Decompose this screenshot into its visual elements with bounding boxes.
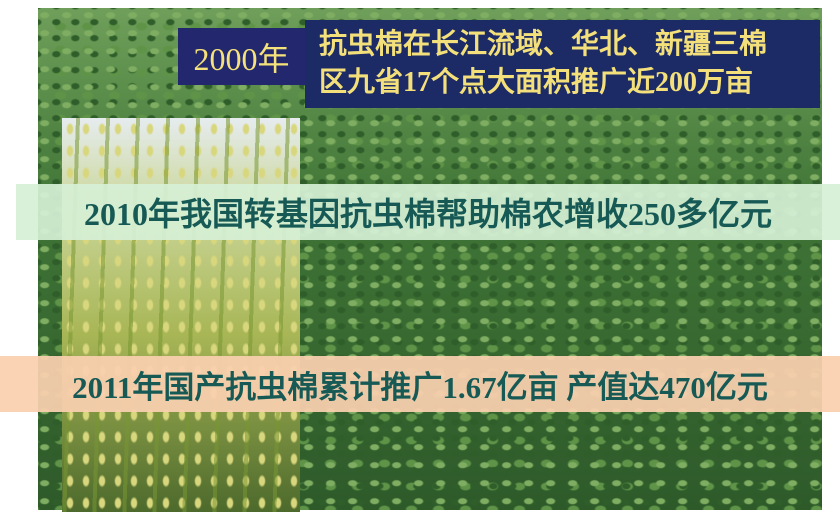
banner-box: 抗虫棉在长江流域、华北、新疆三棉 区九省17个点大面积推广近200万亩: [305, 20, 820, 108]
banner-line: 抗虫棉在长江流域、华北、新疆三棉: [319, 29, 768, 60]
year-label: 2000年: [178, 28, 305, 85]
fact-band: 2010年我国转基因抗虫棉帮助棉农增收250多亿元: [16, 184, 840, 240]
wheat-photo: [62, 118, 300, 512]
banner-line: 区九省17个点大面积推广近200万亩: [319, 67, 754, 98]
fact-band: 2011年国产抗虫棉累计推广1.67亿亩 产值达470亿元: [0, 356, 840, 412]
